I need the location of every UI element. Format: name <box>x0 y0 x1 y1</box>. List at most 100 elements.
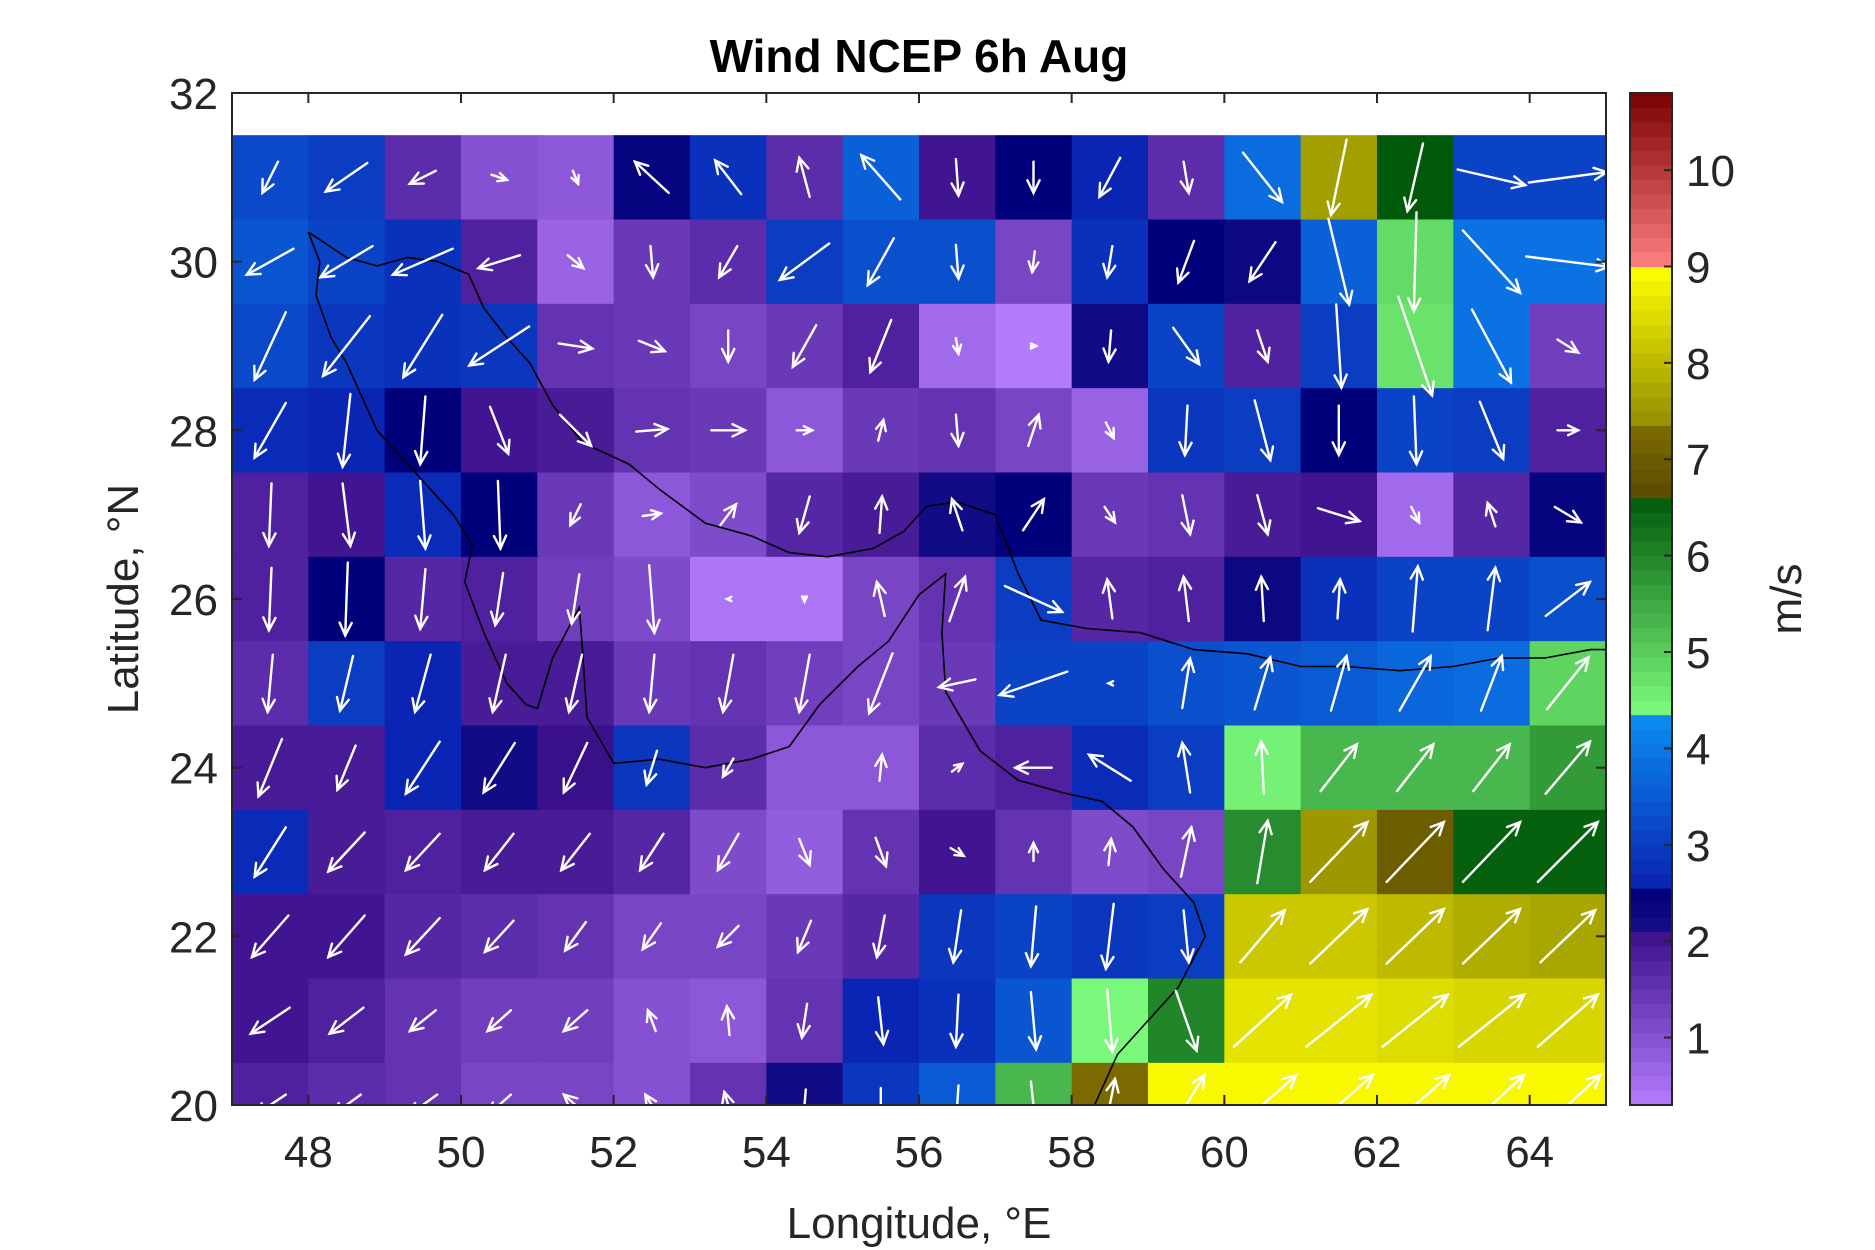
colorbar-swatch <box>1630 786 1672 802</box>
wind-arrow <box>866 237 895 288</box>
wind-arrow <box>641 922 663 952</box>
wind-arrow <box>390 247 454 277</box>
wind-arrow <box>720 1003 736 1037</box>
wind-arrow <box>558 413 594 448</box>
wind-arrow <box>632 159 670 195</box>
wind-arrow <box>874 996 890 1047</box>
colorbar-swatch <box>1630 454 1672 470</box>
wind-arrow <box>336 1093 362 1105</box>
colorbar-swatch <box>1630 439 1672 455</box>
wind-arrow <box>1026 160 1041 196</box>
wind-arrow <box>488 653 507 715</box>
colorbar-swatch <box>1630 194 1672 210</box>
wind-arrow <box>483 832 515 873</box>
colorbar-frame <box>1629 92 1673 1106</box>
wind-arrow <box>716 832 740 873</box>
colorbar-swatch <box>1630 700 1672 716</box>
x-tick-label: 62 <box>1353 1128 1402 1177</box>
colorbar-tick-label: 8 <box>1686 340 1710 389</box>
colorbar-swatch <box>1630 671 1672 687</box>
wind-arrow <box>1241 151 1284 205</box>
wind-arrow <box>798 837 812 868</box>
wind-arrow <box>795 425 816 436</box>
wind-arrow <box>1461 907 1523 965</box>
wind-arrow <box>1456 168 1528 190</box>
wind-arrow <box>951 337 963 357</box>
wind-arrow <box>335 744 357 793</box>
wind-arrow <box>561 1092 579 1105</box>
x-tick-label: 58 <box>1047 1128 1096 1177</box>
wind-arrow <box>256 737 284 799</box>
wind-arrow <box>874 836 889 869</box>
wind-arrow <box>950 762 965 773</box>
wind-arrow <box>1553 505 1584 524</box>
y-tick-label: 24 <box>169 745 218 794</box>
wind-arrow <box>721 757 735 780</box>
x-tick-label: 56 <box>895 1128 944 1177</box>
wind-arrow <box>1486 565 1502 632</box>
wind-speed-cell <box>1529 1062 1606 1105</box>
wind-arrow <box>1021 496 1046 532</box>
wind-arrow <box>1544 580 1593 618</box>
colorbar-swatch <box>1630 483 1672 499</box>
wind-arrow <box>874 493 889 535</box>
wind-arrow <box>949 993 964 1050</box>
wind-arrow <box>404 740 441 797</box>
wind-arrow <box>262 482 277 549</box>
wind-arrow <box>1326 138 1348 218</box>
wind-arrow <box>561 1009 589 1033</box>
wind-arrow <box>1566 1073 1603 1105</box>
wind-arrow <box>1408 395 1424 467</box>
colorbar-swatch <box>1630 873 1672 889</box>
wind-arrow <box>566 573 581 627</box>
wind-arrow <box>563 920 588 953</box>
x-axis-label: Longitude, °E <box>787 1199 1052 1248</box>
wind-arrow <box>488 405 511 457</box>
wind-arrow <box>1395 742 1436 793</box>
colorbar-swatch <box>1630 974 1672 990</box>
wind-arrow <box>1102 244 1117 281</box>
wind-arrow <box>874 417 887 442</box>
wind-arrow <box>1184 1072 1206 1105</box>
wind-arrow <box>1176 740 1192 794</box>
wind-arrow <box>644 244 660 281</box>
wind-arrow <box>1027 990 1043 1053</box>
wind-arrow <box>637 339 668 354</box>
wind-arrow <box>482 741 516 795</box>
x-tick-label: 52 <box>589 1128 638 1177</box>
wind-arrow <box>1104 421 1115 441</box>
wind-arrow <box>253 401 287 460</box>
wind-arrow <box>1327 217 1354 308</box>
wind-arrow <box>638 832 665 873</box>
wind-arrow <box>1336 1073 1375 1105</box>
wind-arrow <box>1308 907 1370 965</box>
wind-arrow <box>261 653 276 715</box>
wind-arrow <box>950 413 965 449</box>
colorbar-swatch <box>1630 367 1672 383</box>
wind-arrow <box>1178 404 1193 458</box>
wind-arrow <box>1029 342 1039 350</box>
wind-arrow <box>1254 738 1270 795</box>
wind-arrow <box>1472 742 1512 793</box>
colorbar-swatch <box>1630 295 1672 311</box>
colorbar-swatch <box>1630 353 1672 369</box>
wind-arrow <box>718 653 735 715</box>
wind-arrow <box>791 324 818 370</box>
wind-arrow <box>1024 905 1040 969</box>
wind-arrow <box>1239 908 1287 964</box>
colorbar-swatch <box>1630 830 1672 846</box>
colorbar-swatch <box>1630 425 1672 441</box>
wind-speed-cell <box>461 1062 538 1105</box>
y-tick-label: 26 <box>169 576 218 625</box>
wind-arrow <box>566 253 586 270</box>
wind-arrow <box>248 1006 291 1036</box>
colorbar-swatch <box>1630 1061 1672 1077</box>
wind-arrow <box>866 652 894 716</box>
wind-arrow <box>570 169 580 187</box>
wind-arrow <box>407 169 437 186</box>
wind-arrow <box>874 751 888 782</box>
colorbar-swatch <box>1630 685 1672 701</box>
wind-arrow <box>1179 160 1194 196</box>
colorbar-swatch <box>1630 266 1672 282</box>
wind-arrow <box>1479 653 1505 712</box>
